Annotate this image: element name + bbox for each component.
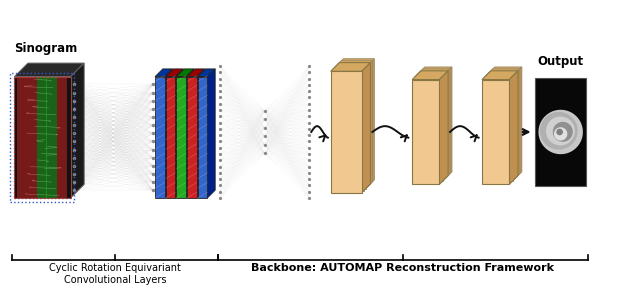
Bar: [37, 77, 47, 198]
Bar: [488, 113, 504, 155]
Polygon shape: [335, 59, 374, 67]
Bar: [536, 78, 586, 186]
Polygon shape: [207, 69, 215, 198]
Polygon shape: [364, 61, 372, 191]
Bar: [418, 113, 434, 155]
Polygon shape: [365, 59, 374, 189]
Polygon shape: [412, 71, 448, 79]
Polygon shape: [486, 67, 522, 76]
Polygon shape: [553, 122, 573, 142]
Text: Output: Output: [538, 55, 584, 68]
Polygon shape: [14, 77, 70, 198]
Polygon shape: [513, 67, 522, 181]
Bar: [46, 77, 56, 198]
Polygon shape: [196, 69, 205, 198]
Polygon shape: [187, 77, 196, 198]
Bar: [484, 113, 488, 155]
Polygon shape: [414, 69, 450, 78]
Bar: [27, 77, 37, 198]
Text: Cyclic Rotation Equivariant
Convolutional Layers: Cyclic Rotation Equivariant Convolutiona…: [49, 263, 181, 285]
Polygon shape: [482, 71, 518, 79]
Bar: [152, 66, 219, 201]
Polygon shape: [444, 67, 452, 181]
Polygon shape: [484, 69, 520, 78]
Polygon shape: [509, 71, 518, 184]
Polygon shape: [331, 62, 371, 71]
Polygon shape: [540, 112, 578, 149]
Polygon shape: [482, 79, 509, 184]
Polygon shape: [442, 69, 450, 182]
Text: Backbone: AUTOMAP Reconstruction Framework: Backbone: AUTOMAP Reconstruction Framewo…: [252, 263, 554, 273]
Polygon shape: [440, 71, 448, 184]
Polygon shape: [333, 61, 372, 69]
Polygon shape: [186, 69, 194, 198]
Polygon shape: [175, 69, 183, 198]
Polygon shape: [556, 129, 563, 135]
Bar: [416, 76, 444, 181]
Polygon shape: [166, 69, 183, 77]
Polygon shape: [155, 69, 173, 77]
Bar: [337, 110, 355, 159]
Polygon shape: [331, 71, 362, 193]
Polygon shape: [177, 69, 194, 77]
Bar: [333, 110, 337, 159]
Polygon shape: [511, 69, 520, 182]
Bar: [17, 77, 28, 198]
Bar: [335, 67, 365, 189]
Bar: [155, 69, 216, 198]
Polygon shape: [546, 117, 575, 145]
Bar: [414, 113, 418, 155]
Polygon shape: [14, 63, 84, 77]
Bar: [333, 69, 364, 191]
Polygon shape: [362, 62, 371, 193]
Polygon shape: [155, 77, 164, 198]
Bar: [56, 77, 67, 198]
Bar: [218, 59, 311, 205]
Polygon shape: [198, 77, 207, 198]
Polygon shape: [70, 63, 84, 198]
Polygon shape: [187, 69, 205, 77]
Bar: [486, 76, 513, 181]
Polygon shape: [198, 69, 215, 77]
Bar: [14, 77, 70, 198]
Polygon shape: [164, 69, 173, 198]
Bar: [10, 73, 74, 202]
Bar: [414, 78, 442, 182]
Polygon shape: [177, 77, 186, 198]
Polygon shape: [538, 110, 583, 154]
Text: Sinogram: Sinogram: [14, 42, 77, 55]
Polygon shape: [166, 77, 175, 198]
Bar: [484, 78, 511, 182]
Polygon shape: [412, 79, 440, 184]
Polygon shape: [554, 127, 567, 141]
Polygon shape: [416, 67, 452, 76]
